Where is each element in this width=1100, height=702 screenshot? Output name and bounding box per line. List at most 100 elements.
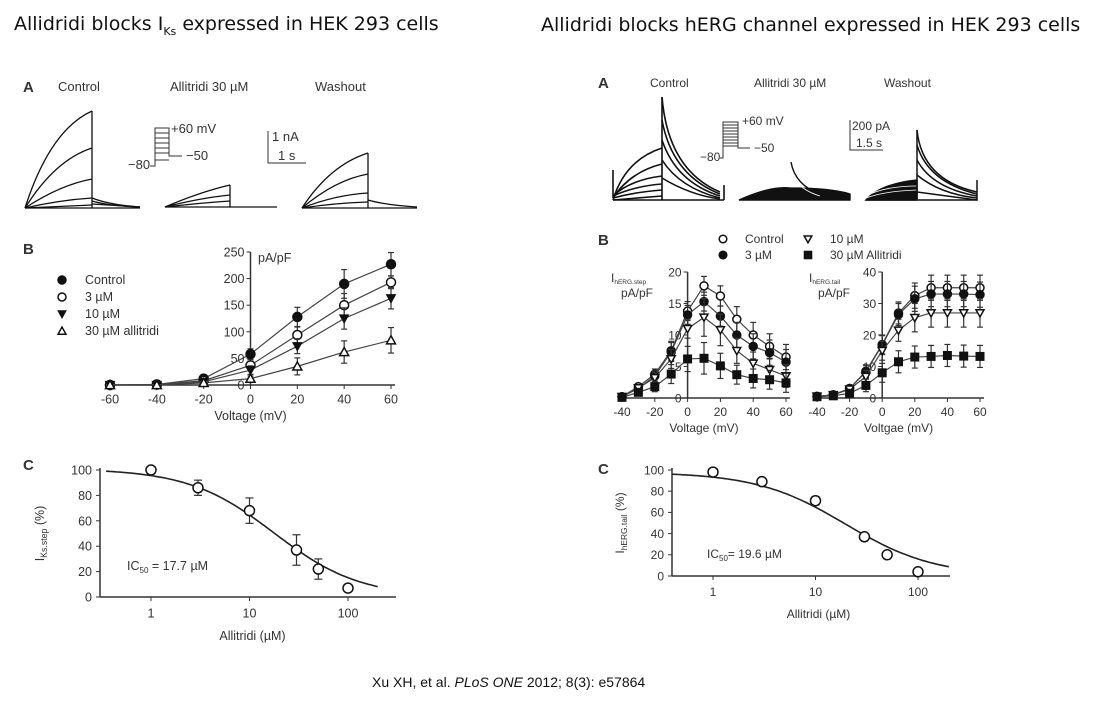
data-point (893, 309, 904, 320)
y-tick-label: 150 (224, 299, 245, 313)
x-tick-label: 20 (290, 393, 304, 407)
data-point (665, 354, 677, 365)
data-point (845, 388, 855, 398)
condition-label-drug: Allitridi 30 µM (754, 76, 826, 90)
legend-label: Control (745, 232, 784, 246)
data-point (291, 360, 304, 371)
y-axis-unit: pA/pF (621, 286, 653, 300)
x-tick-label: 60 (779, 405, 793, 419)
protocol-top-label: +60 mV (742, 114, 784, 128)
x-tick-label: 40 (337, 393, 351, 407)
protocol-top-label: +60 mV (171, 121, 216, 136)
data-point (765, 375, 775, 385)
legend-marker (57, 275, 67, 285)
data-point (244, 372, 257, 383)
data-point (975, 289, 985, 300)
data-point (732, 370, 742, 380)
data-point (650, 382, 660, 392)
data-point (828, 391, 838, 401)
scale-current-label: 200 pA (852, 119, 890, 133)
y-tick-label: 0 (657, 569, 664, 583)
left-panel-c: C 1 10 100 0 20 40 60 80 100 Allitridi (µM) IKs.st… (23, 457, 396, 643)
ic50-annotation: IC50= 19.6 µM (707, 547, 782, 563)
data-point (925, 309, 937, 319)
data-point (942, 309, 953, 319)
x-tick-label: 20 (908, 405, 922, 419)
data-point (894, 357, 903, 367)
left-title-subscript: Ks (163, 24, 177, 38)
current-traces-washout (864, 129, 978, 201)
data-point (974, 309, 986, 319)
x-tick-label: 1 (148, 607, 155, 621)
condition-label-washout: Washout (884, 76, 932, 90)
y-tick-label: 100 (224, 325, 245, 339)
x-tick-label: 0 (879, 405, 886, 419)
y-tick-label: 0 (675, 391, 682, 405)
panel-letter: C (598, 461, 609, 478)
left-panel-b: B -60 -40 -20 0 20 40 60050100150200250Voltage… (23, 241, 398, 423)
data-point (942, 350, 952, 360)
left-figure-title: Allidridi blocks IKs expressed in HEK 29… (14, 13, 439, 38)
legend-marker (802, 235, 814, 245)
legend-label: 3 µM (745, 248, 772, 262)
data-point (698, 313, 710, 323)
scale-time-label: 1.5 s (856, 136, 882, 150)
data-point (809, 494, 822, 507)
data-point (338, 314, 350, 325)
herg-legend: Control 3 µM 10 µM 30 µM Allitridi (718, 232, 902, 262)
data-point (145, 464, 157, 476)
data-point (881, 549, 893, 561)
voltage-protocol-icon (150, 127, 182, 167)
x-tick-label: 10 (809, 585, 823, 599)
y-tick-label: 60 (78, 514, 92, 528)
y-tick-label: 40 (651, 527, 665, 541)
legend-label: Control (85, 273, 125, 287)
data-point (342, 582, 354, 594)
y-tick-label: 80 (651, 484, 665, 498)
data-point (748, 341, 758, 352)
citation-authors: Xu XH, et al. (372, 674, 455, 690)
x-tick-label: 60 (384, 393, 398, 407)
data-point (649, 373, 661, 384)
x-axis-label: Voltage (mV) (669, 421, 738, 435)
protocol-tail-label: −50 (754, 141, 775, 155)
data-point (338, 345, 350, 357)
y-tick-label: 20 (651, 548, 665, 562)
panel-letter: B (23, 241, 34, 258)
series-3 (812, 343, 985, 402)
data-point (942, 289, 953, 299)
protocol-hold-label: −80 (700, 150, 721, 164)
panel-letter: A (598, 75, 609, 92)
y-tick-label: 0 (870, 391, 877, 405)
legend-label: 3 µM (85, 290, 113, 304)
data-point (245, 366, 256, 376)
data-point (291, 342, 303, 352)
condition-label-control: Control (58, 79, 100, 94)
data-point (699, 353, 709, 363)
legend-marker (57, 292, 67, 302)
data-point (812, 392, 822, 402)
ic50-annotation: IC50 = 17.7 µM (127, 559, 208, 575)
data-point (243, 504, 256, 517)
data-point (385, 277, 397, 288)
x-axis-label: Voltgae (mV) (864, 421, 933, 435)
data-point (926, 351, 936, 361)
scale-bar-icon (267, 131, 306, 164)
data-point (910, 352, 920, 362)
condition-label-control: Control (650, 76, 689, 90)
legend-label: 10 µM (85, 307, 120, 321)
citation-details: 2012; 8(3): e57864 (522, 674, 646, 690)
data-point (747, 359, 759, 369)
data-point (151, 378, 163, 390)
data-point (860, 372, 872, 383)
data-point (958, 289, 969, 299)
x-tick-label: -40 (613, 405, 631, 419)
data-point (715, 291, 726, 301)
y-axis-unit: pA/pF (818, 286, 850, 300)
data-point (292, 311, 303, 323)
data-point (385, 294, 397, 304)
data-point (858, 531, 871, 543)
legend-marker (718, 250, 728, 260)
